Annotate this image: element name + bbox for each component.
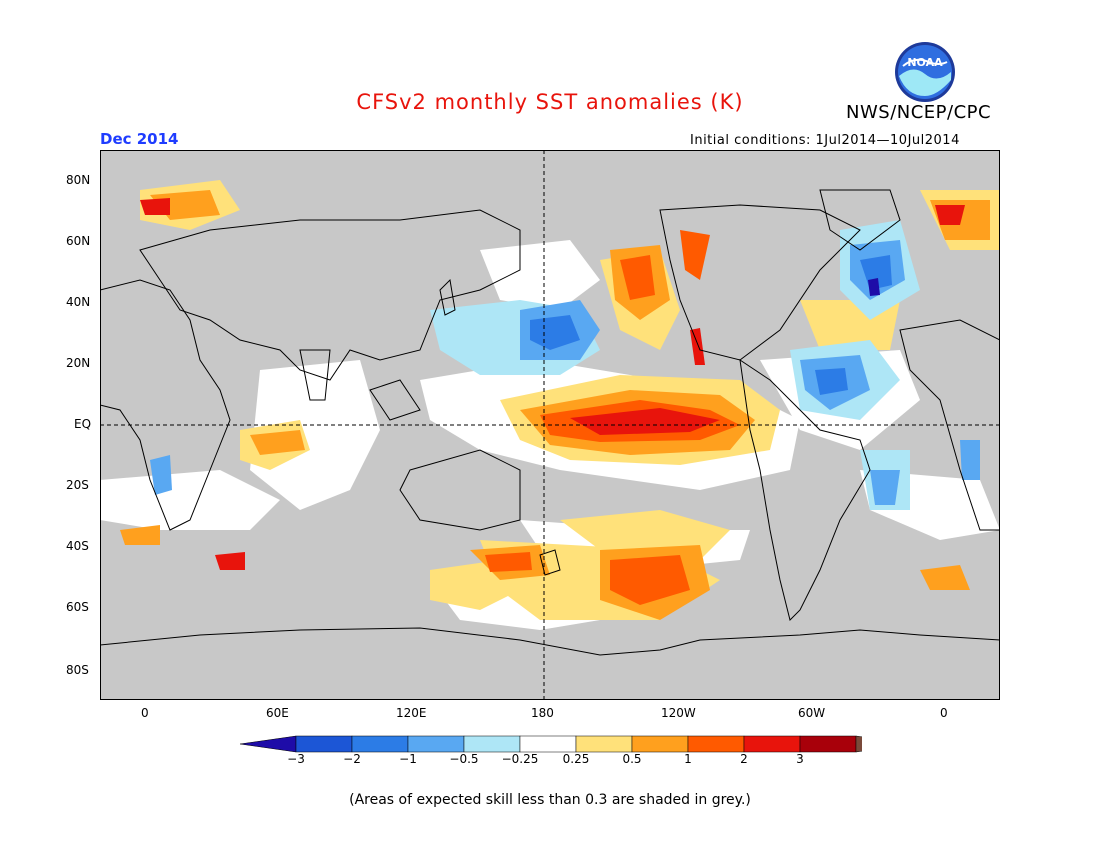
colorbar-tick-label: 0.5 (622, 752, 642, 766)
colorbar-tick-label: 2 (740, 752, 748, 766)
colorbar-over-arrow (855, 735, 862, 753)
lon-label: 120E (396, 706, 427, 720)
colorbar-segment (463, 735, 521, 753)
colorbar-under-arrow (240, 735, 297, 753)
coastlines (100, 189, 1000, 656)
negative-anomaly-very-strong (868, 278, 880, 296)
lat-label: 20N (66, 356, 91, 370)
colorbar-segment (519, 735, 577, 753)
lat-label: 80S (66, 663, 89, 677)
lat-label: 20S (66, 478, 89, 492)
colorbar-segment (575, 735, 633, 753)
colorbar-segment (687, 735, 745, 753)
lon-label: 0 (940, 706, 948, 720)
colorbar (240, 735, 862, 753)
lon-label: 60W (798, 706, 826, 720)
svg-text:NOAA: NOAA (907, 56, 943, 69)
lat-label: EQ (74, 417, 92, 431)
colorbar-tick-label: −0.5 (449, 752, 479, 766)
colorbar-tick-label: 0.25 (562, 752, 590, 766)
colorbar-tick-label: 1 (684, 752, 692, 766)
colorbar-tick-label: −2 (343, 752, 361, 766)
lat-label: 40N (66, 295, 91, 309)
colorbar-segment (799, 735, 857, 753)
lat-label: 80N (66, 173, 91, 187)
colorbar-segment (743, 735, 801, 753)
colorbar-tick-label: −0.25 (501, 752, 539, 766)
colorbar-segment (407, 735, 465, 753)
forecast-month: Dec 2014 (100, 130, 179, 148)
lat-label: 60S (66, 600, 89, 614)
sst-anomaly-map (100, 150, 1000, 700)
lon-label: 0 (141, 706, 149, 720)
colorbar-segment (295, 735, 353, 753)
noaa-logo: NOAA (895, 42, 955, 102)
colorbar-segment (351, 735, 409, 753)
lat-label: 40S (66, 539, 89, 553)
map-title: CFSv2 monthly SST anomalies (K) (356, 90, 744, 114)
lon-label: 120W (661, 706, 696, 720)
positive-anomaly-very-strong (140, 198, 965, 570)
map-frame (100, 150, 1000, 700)
lon-label: 180 (531, 706, 554, 720)
footnote: (Areas of expected skill less than 0.3 a… (349, 792, 751, 808)
lat-label: 60N (66, 234, 91, 248)
initial-conditions: Initial conditions: 1Jul2014—10Jul2014 (690, 133, 960, 148)
agency-label: NWS/NCEP/CPC (846, 102, 992, 123)
colorbar-segment (631, 735, 689, 753)
negative-anomaly-strong (530, 255, 892, 395)
lon-label: 60E (266, 706, 289, 720)
colorbar-tick-label: 3 (796, 752, 804, 766)
colorbar-tick-label: −3 (287, 752, 305, 766)
colorbar-tick-label: −1 (399, 752, 417, 766)
